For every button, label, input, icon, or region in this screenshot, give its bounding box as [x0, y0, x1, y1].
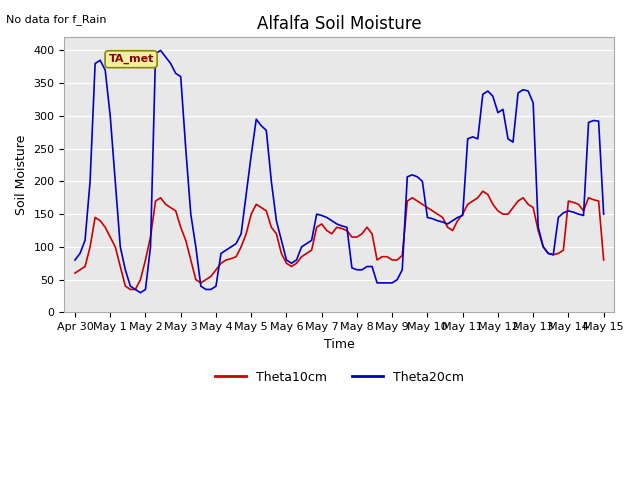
Y-axis label: Soil Moisture: Soil Moisture — [15, 135, 28, 215]
Title: Alfalfa Soil Moisture: Alfalfa Soil Moisture — [257, 15, 422, 33]
Legend: Theta10cm, Theta20cm: Theta10cm, Theta20cm — [209, 366, 469, 389]
Text: No data for f_Rain: No data for f_Rain — [6, 14, 107, 25]
Text: TA_met: TA_met — [108, 54, 154, 64]
X-axis label: Time: Time — [324, 337, 355, 351]
